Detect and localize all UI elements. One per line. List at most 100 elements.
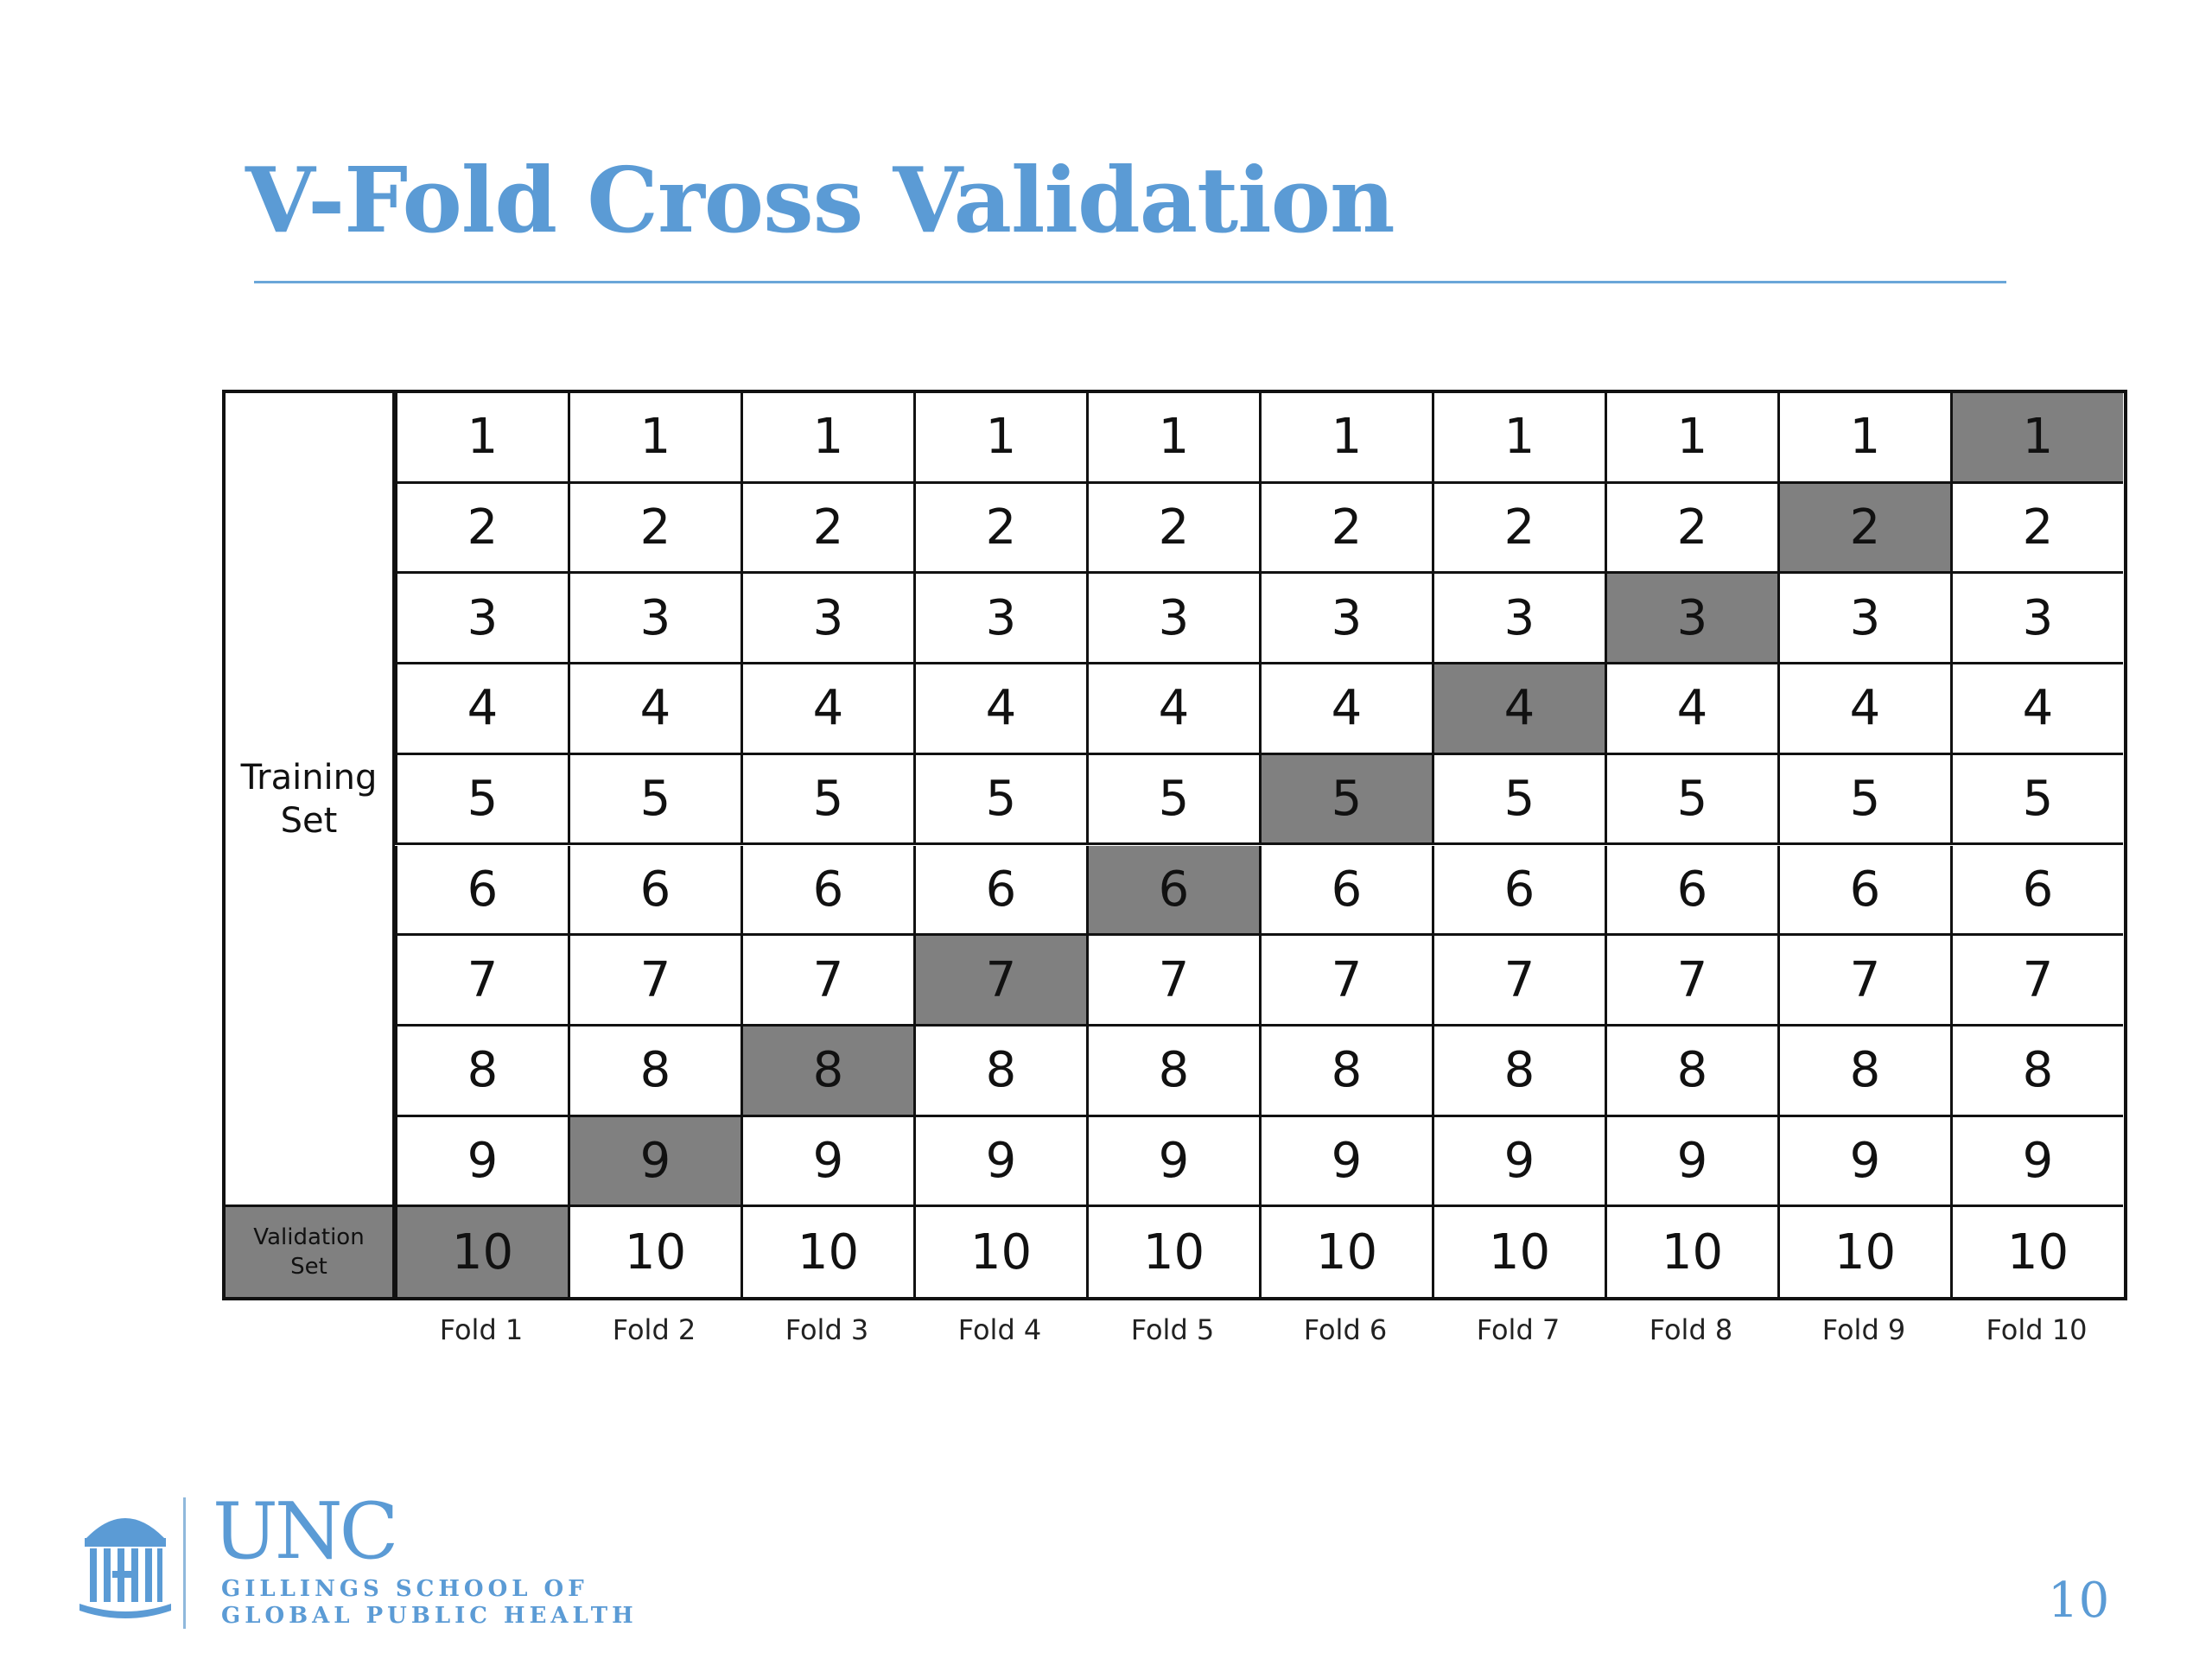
fold-8-row-5-cell: 5 bbox=[1605, 754, 1777, 846]
fold-8-row-9-cell: 9 bbox=[1605, 1116, 1777, 1208]
fold-label-5: Fold 5 bbox=[1130, 1313, 1215, 1346]
fold-6-row-2-cell: 2 bbox=[1259, 483, 1432, 575]
old-well-icon bbox=[79, 1518, 171, 1618]
fold-10-row-1-cell: 1 bbox=[1950, 393, 2123, 484]
fold-7-row-5-cell: 5 bbox=[1432, 754, 1605, 846]
fold-2-row-5-cell: 5 bbox=[568, 754, 741, 846]
fold-6-row-3-cell: 3 bbox=[1259, 574, 1432, 665]
fold-9-row-3-cell: 3 bbox=[1777, 574, 1950, 665]
fold-7-row-8-cell: 8 bbox=[1432, 1026, 1605, 1117]
fold-1-row-9-cell: 9 bbox=[395, 1116, 568, 1208]
fold-2-row-9-cell: 9 bbox=[568, 1116, 741, 1208]
fold-3-row-8-cell: 8 bbox=[741, 1026, 913, 1117]
fold-10-row-2-cell: 2 bbox=[1950, 483, 2123, 575]
fold-8-row-6-cell: 6 bbox=[1605, 845, 1777, 937]
fold-10-row-7-cell: 7 bbox=[1950, 936, 2123, 1027]
validation-label-line-2: Set bbox=[290, 1254, 327, 1280]
fold-1-row-1-cell: 1 bbox=[395, 393, 568, 484]
fold-4-row-1-cell: 1 bbox=[913, 393, 1086, 484]
fold-6-row-5-cell: 5 bbox=[1259, 754, 1432, 846]
fold-2-row-3-cell: 3 bbox=[568, 574, 741, 665]
fold-3-row-9-cell: 9 bbox=[741, 1116, 913, 1208]
fold-10-row-6-cell: 6 bbox=[1950, 845, 2123, 937]
page-number: 10 bbox=[2048, 1573, 2110, 1629]
fold-4-row-4-cell: 4 bbox=[913, 664, 1086, 755]
fold-5-row-10-cell: 10 bbox=[1086, 1207, 1259, 1297]
fold-7-row-2-cell: 2 bbox=[1432, 483, 1605, 575]
fold-3-row-2-cell: 2 bbox=[741, 483, 913, 575]
fold-4-row-7-cell: 7 bbox=[913, 936, 1086, 1027]
validation-set-label: Validation Set bbox=[226, 1207, 395, 1297]
fold-6-row-9-cell: 9 bbox=[1259, 1116, 1432, 1208]
fold-5-row-6-cell: 6 bbox=[1086, 845, 1259, 937]
fold-9-row-8-cell: 8 bbox=[1777, 1026, 1950, 1117]
fold-2-row-4-cell: 4 bbox=[568, 664, 741, 755]
fold-1-row-3-cell: 3 bbox=[395, 574, 568, 665]
fold-4-row-10-cell: 10 bbox=[913, 1207, 1086, 1297]
fold-2-row-8-cell: 8 bbox=[568, 1026, 741, 1117]
fold-4-row-6-cell: 6 bbox=[913, 845, 1086, 937]
logo-wordmark: UNC bbox=[213, 1486, 398, 1577]
fold-9-row-7-cell: 7 bbox=[1777, 936, 1950, 1027]
logo-divider bbox=[183, 1497, 186, 1629]
fold-label-1: Fold 1 bbox=[439, 1313, 524, 1346]
fold-label-10: Fold 10 bbox=[1986, 1313, 2088, 1346]
fold-1-row-6-cell: 6 bbox=[395, 845, 568, 937]
logo-subtitle-line-1: GILLINGS SCHOOL OF bbox=[221, 1576, 588, 1602]
fold-6-row-4-cell: 4 bbox=[1259, 664, 1432, 755]
fold-6-row-7-cell: 7 bbox=[1259, 936, 1432, 1027]
fold-10-row-5-cell: 5 bbox=[1950, 754, 2123, 846]
fold-6-row-1-cell: 1 bbox=[1259, 393, 1432, 484]
cross-validation-grid: Training Set Validation Set 1 2 3 4 5 6 7 8 9 10 1… bbox=[222, 390, 2127, 1300]
fold-9-row-6-cell: 6 bbox=[1777, 845, 1950, 937]
validation-label-line-1: Validation bbox=[253, 1224, 365, 1250]
fold-2-row-10-cell: 10 bbox=[568, 1207, 741, 1297]
fold-9-row-9-cell: 9 bbox=[1777, 1116, 1950, 1208]
fold-7-row-1-cell: 1 bbox=[1432, 393, 1605, 484]
fold-label-8: Fold 8 bbox=[1649, 1313, 1733, 1346]
fold-9-row-5-cell: 5 bbox=[1777, 754, 1950, 846]
fold-3-row-4-cell: 4 bbox=[741, 664, 913, 755]
fold-8-row-8-cell: 8 bbox=[1605, 1026, 1777, 1117]
fold-3-row-10-cell: 10 bbox=[741, 1207, 913, 1297]
fold-7-row-9-cell: 9 bbox=[1432, 1116, 1605, 1208]
fold-5-row-7-cell: 7 bbox=[1086, 936, 1259, 1027]
fold-1-row-10-cell: 10 bbox=[395, 1207, 568, 1297]
fold-7-row-6-cell: 6 bbox=[1432, 845, 1605, 937]
fold-1-row-7-cell: 7 bbox=[395, 936, 568, 1027]
fold-8-row-10-cell: 10 bbox=[1605, 1207, 1777, 1297]
fold-label-6: Fold 6 bbox=[1303, 1313, 1388, 1346]
fold-4-row-3-cell: 3 bbox=[913, 574, 1086, 665]
training-label-line-1: Training bbox=[240, 757, 378, 798]
fold-2-row-6-cell: 6 bbox=[568, 845, 741, 937]
fold-label-9: Fold 9 bbox=[1821, 1313, 1906, 1346]
title-divider bbox=[254, 281, 2006, 283]
fold-4-row-2-cell: 2 bbox=[913, 483, 1086, 575]
training-label-line-2: Set bbox=[280, 800, 338, 841]
fold-7-row-7-cell: 7 bbox=[1432, 936, 1605, 1027]
fold-7-row-3-cell: 3 bbox=[1432, 574, 1605, 665]
fold-3-row-1-cell: 1 bbox=[741, 393, 913, 484]
fold-4-row-9-cell: 9 bbox=[913, 1116, 1086, 1208]
fold-3-row-6-cell: 6 bbox=[741, 845, 913, 937]
fold-6-row-10-cell: 10 bbox=[1259, 1207, 1432, 1297]
slide-title: V-Fold Cross Validation bbox=[245, 147, 1395, 253]
fold-3-row-5-cell: 5 bbox=[741, 754, 913, 846]
fold-1-row-4-cell: 4 bbox=[395, 664, 568, 755]
fold-4-row-8-cell: 8 bbox=[913, 1026, 1086, 1117]
logo-subtitle-line-2: GLOBAL PUBLIC HEALTH bbox=[221, 1603, 638, 1629]
fold-10-row-10-cell: 10 bbox=[1950, 1207, 2123, 1297]
fold-1-row-8-cell: 8 bbox=[395, 1026, 568, 1117]
fold-7-row-4-cell: 4 bbox=[1432, 664, 1605, 755]
fold-1-row-5-cell: 5 bbox=[395, 754, 568, 846]
fold-5-row-2-cell: 2 bbox=[1086, 483, 1259, 575]
fold-7-row-10-cell: 10 bbox=[1432, 1207, 1605, 1297]
fold-8-row-3-cell: 3 bbox=[1605, 574, 1777, 665]
fold-10-row-3-cell: 3 bbox=[1950, 574, 2123, 665]
fold-5-row-3-cell: 3 bbox=[1086, 574, 1259, 665]
fold-5-row-1-cell: 1 bbox=[1086, 393, 1259, 484]
fold-2-row-7-cell: 7 bbox=[568, 936, 741, 1027]
training-set-label: Training Set bbox=[226, 393, 395, 1207]
fold-2-row-2-cell: 2 bbox=[568, 483, 741, 575]
fold-10-row-8-cell: 8 bbox=[1950, 1026, 2123, 1117]
